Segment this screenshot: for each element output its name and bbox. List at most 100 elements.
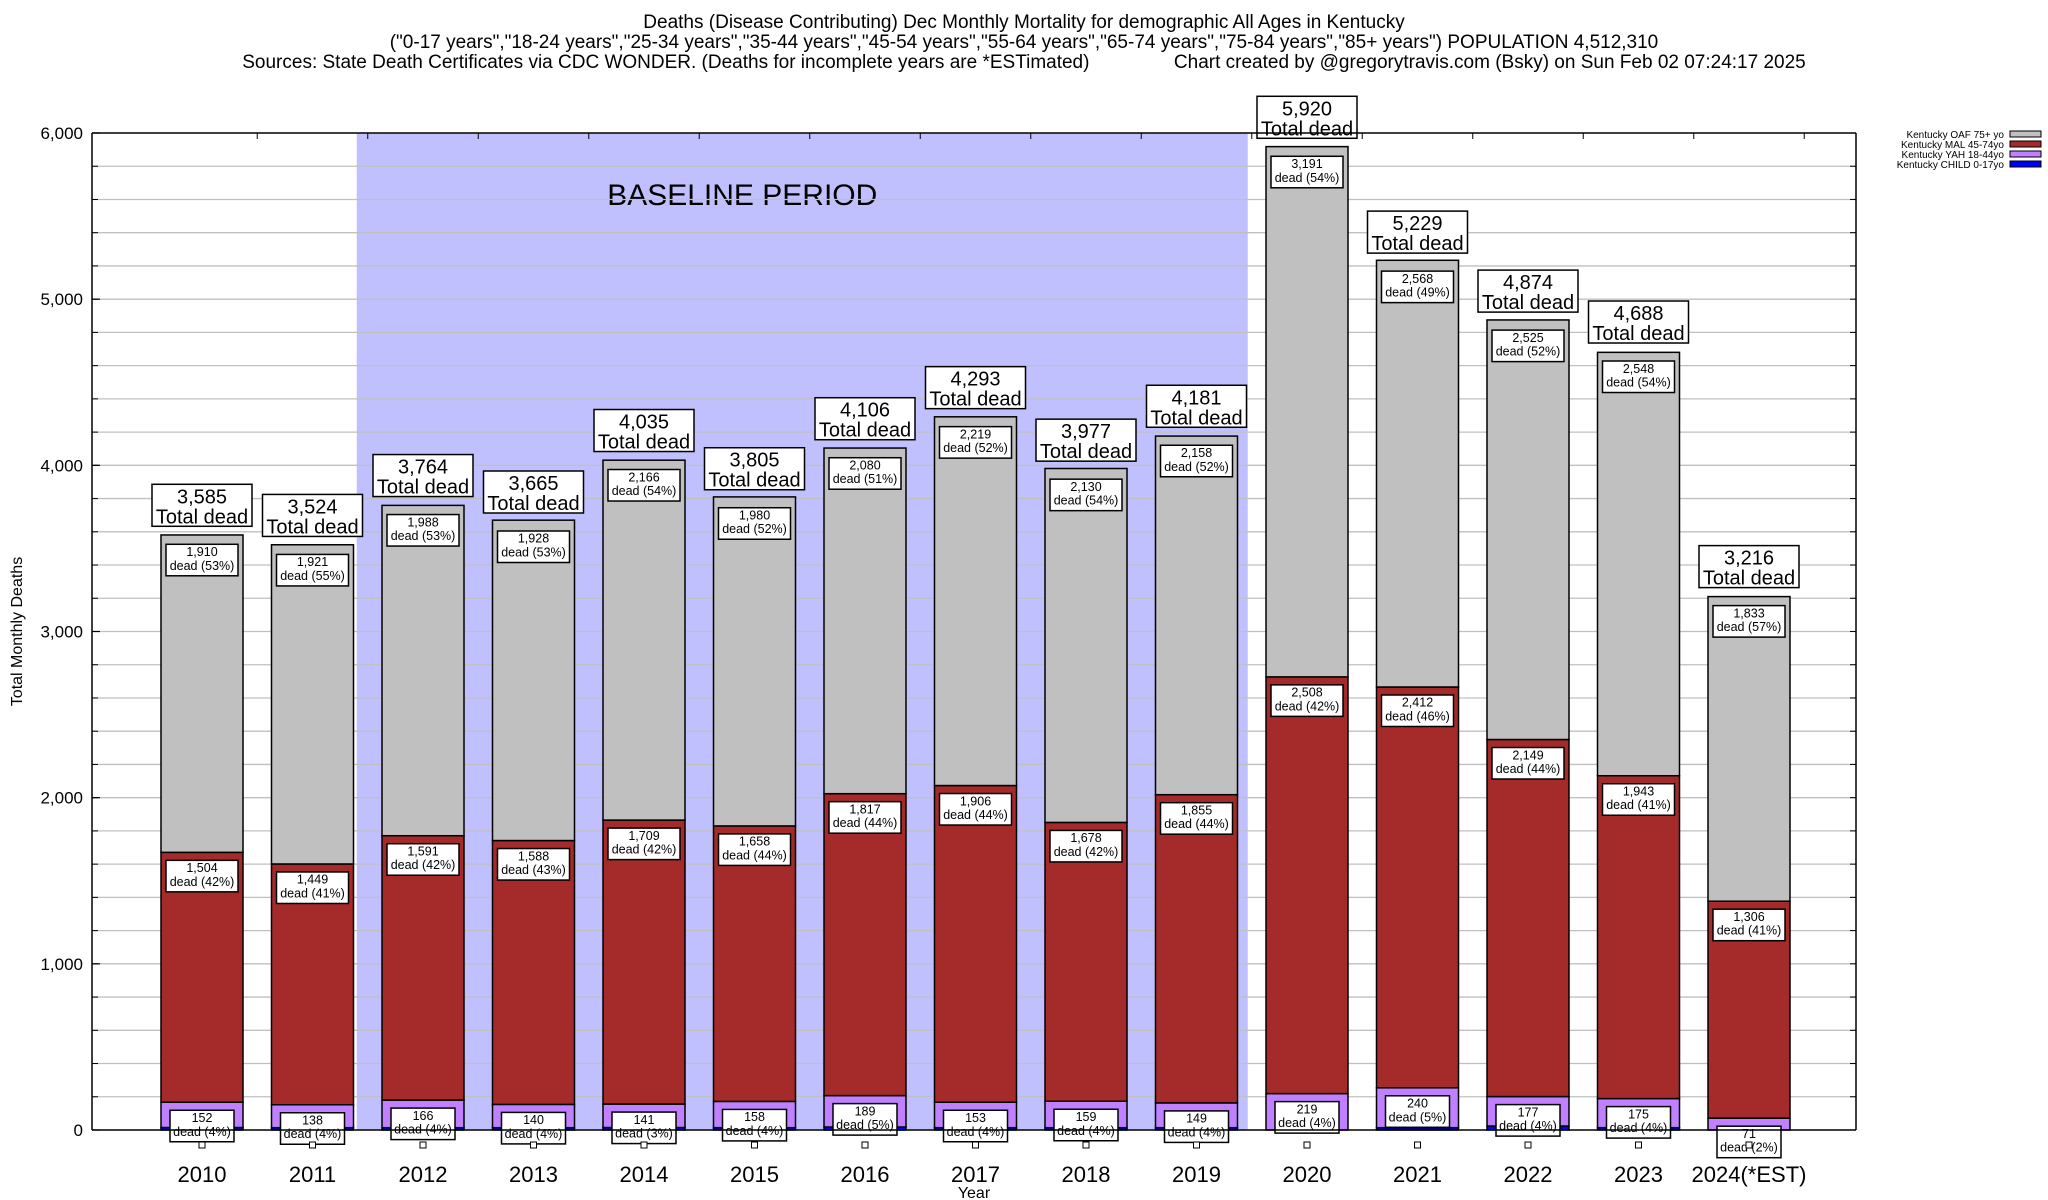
total-value-label: 5,920 (1282, 98, 1332, 120)
total-suffix-label: Total dead (1150, 407, 1242, 429)
oaf-value-label: dead (54%) (1054, 494, 1119, 508)
oaf-value-label: dead (54%) (1606, 376, 1671, 390)
yah-value-label-box (1274, 1100, 1340, 1134)
mal-value-label-box (275, 871, 350, 905)
total-value-label: 4,106 (840, 400, 890, 422)
total-value-label: 3,764 (398, 457, 448, 479)
yah-value-label: 152 (192, 1111, 213, 1125)
yah-value-label: 138 (302, 1113, 323, 1127)
oaf-value-label: 2,219 (960, 427, 991, 441)
yah-value-label-box (1716, 1125, 1782, 1159)
x-tick-label: 2024(*EST) (1692, 1162, 1807, 1187)
legend-swatch (2009, 160, 2042, 168)
mal-value-label: dead (43%) (501, 863, 566, 877)
yah-value-label: 158 (744, 1110, 765, 1124)
bar-segment (1154, 793, 1239, 1104)
chart-title: Deaths (Disease Contributing) Dec Monthl… (643, 12, 1405, 33)
total-suffix-label: Total dead (156, 506, 248, 528)
bar-segment (1154, 435, 1239, 796)
child-marker (861, 1141, 869, 1149)
total-suffix-label: Total dead (1592, 323, 1684, 345)
bar-segment (160, 851, 244, 1104)
total-value-label: 3,216 (1724, 548, 1774, 570)
x-tick-label: 2022 (1504, 1162, 1553, 1187)
y-tick-label: 4,000 (40, 456, 83, 475)
mal-value-label-box (496, 847, 571, 881)
mal-value-label: 2,508 (1291, 686, 1322, 700)
x-tick-label: 2012 (399, 1162, 448, 1187)
baseline-period-label: BASELINE PERIOD (607, 179, 877, 212)
oaf-value-label: 1,910 (186, 545, 217, 559)
bar-segment (1486, 319, 1570, 741)
mal-value-label-box (1601, 782, 1676, 816)
x-tick-label: 2018 (1062, 1162, 1111, 1187)
total-value-label: 3,977 (1061, 421, 1111, 443)
yah-value-label: dead (4%) (1610, 1121, 1668, 1135)
oaf-value-label-box (828, 456, 902, 490)
x-tick-label: 2013 (509, 1162, 558, 1187)
oaf-value-label: 2,548 (1623, 362, 1654, 376)
oaf-value-label-box (275, 553, 350, 587)
bar-segment (1596, 774, 1681, 1100)
oaf-value-label: dead (53%) (501, 545, 566, 559)
yah-value-label: 177 (1518, 1105, 1539, 1119)
oaf-value-label-box (165, 543, 239, 577)
total-value-label: 4,181 (1171, 387, 1221, 409)
total-suffix-label: Total dead (708, 470, 800, 492)
yah-value-label: dead (4%) (173, 1125, 231, 1139)
y-axis-title: Total Monthly Deaths (9, 557, 26, 706)
bar-segment (1596, 351, 1681, 777)
bar-segment (381, 834, 465, 1101)
yah-value-label-box (1163, 1110, 1230, 1144)
mal-value-label: dead (46%) (1385, 709, 1450, 723)
bar-segment (712, 825, 797, 1103)
bar-segment (823, 447, 907, 795)
oaf-value-label: 1,928 (518, 532, 549, 546)
oaf-value-label: dead (54%) (612, 484, 677, 498)
oaf-value-label-box (1601, 360, 1676, 394)
mal-value-label-box (1380, 694, 1455, 728)
oaf-value-label: 3,191 (1291, 157, 1322, 171)
mal-value-label: 1,306 (1733, 910, 1764, 924)
yah-value-label: 175 (1628, 1107, 1649, 1121)
y-tick-label: 2,000 (40, 789, 83, 808)
yah-value-label: 71 (1742, 1127, 1756, 1141)
bar-segment (1265, 145, 1349, 678)
total-value-label: 4,874 (1503, 272, 1553, 294)
mal-value-label: 2,149 (1512, 748, 1543, 762)
yah-value-label: dead (4%) (505, 1127, 563, 1141)
oaf-value-label: dead (49%) (1385, 286, 1450, 300)
child-marker (1745, 1141, 1753, 1149)
bar-segment (491, 519, 576, 842)
x-tick-label: 2021 (1393, 1162, 1442, 1187)
mal-value-label: dead (42%) (1054, 845, 1119, 859)
bar-segment (602, 819, 686, 1105)
legend-swatch (2009, 140, 2042, 148)
mal-value-label: dead (42%) (391, 858, 456, 872)
total-suffix-label: Total dead (487, 493, 579, 515)
bar-segment (160, 534, 244, 854)
bar-segment (933, 416, 1018, 787)
mal-value-label: 1,906 (960, 794, 991, 808)
oaf-value-label: 2,166 (628, 470, 659, 484)
mal-value-label: dead (44%) (833, 816, 898, 830)
yah-value-label-box (1605, 1105, 1672, 1139)
child-marker (419, 1141, 427, 1149)
oaf-value-label: 1,833 (1733, 606, 1764, 620)
yah-value-label: dead (4%) (1278, 1116, 1336, 1130)
oaf-value-label: 2,080 (849, 458, 880, 472)
yah-value-label: 219 (1297, 1102, 1318, 1116)
yah-value-label: dead (5%) (1389, 1110, 1447, 1124)
mal-value-label: 1,449 (297, 873, 328, 887)
bar-segment (1044, 467, 1128, 824)
mal-value-label-box (165, 859, 239, 893)
yah-value-label-box (721, 1108, 788, 1142)
yah-value-label-box (390, 1107, 456, 1141)
oaf-value-label-box (717, 506, 792, 540)
mal-value-label: 1,855 (1181, 803, 1212, 817)
mal-value-label-box (1712, 908, 1786, 942)
bar-segment (491, 839, 576, 1106)
mal-value-label-box (607, 827, 681, 861)
mal-value-label-box (386, 842, 460, 876)
total-suffix-label: Total dead (377, 477, 469, 499)
